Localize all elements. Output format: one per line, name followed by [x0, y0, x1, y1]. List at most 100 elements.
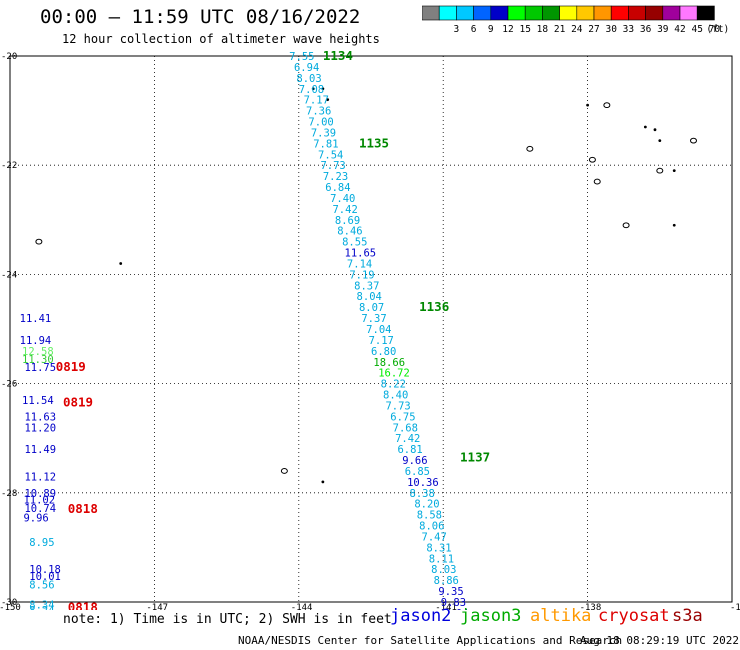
wave-height-value: 9.04 — [443, 608, 468, 610]
page-title: 00:00 – 11:59 UTC 08/16/2022 — [40, 6, 361, 28]
color-bin-label: 21 — [554, 24, 566, 35]
wave-height-value: 8.03 — [296, 73, 321, 85]
satellite-jason3: jason3 — [460, 606, 522, 626]
wave-height-value: 8.69 — [335, 215, 360, 227]
lon-tick-label: -144 — [291, 603, 313, 610]
wave-height-value: 8.58 — [417, 510, 442, 522]
pass-time-label: 0819 — [63, 395, 93, 410]
wave-height-value: 10.01 — [29, 571, 61, 583]
island-outline — [593, 178, 601, 185]
lat-tick-label: -30 — [1, 598, 17, 608]
color-bin-label: 42 — [674, 24, 685, 35]
wave-height-value: 11.02 — [23, 494, 55, 506]
color-bin-label: 30 — [605, 24, 617, 35]
island-outline — [588, 156, 596, 163]
color-bin-label: 45 — [691, 24, 702, 35]
island-dot — [321, 480, 325, 484]
wave-height-value: 7.73 — [385, 400, 410, 412]
wave-height-value: 7.54 — [318, 149, 343, 161]
wave-height-value: 11.75 — [24, 362, 56, 374]
wave-height-value: 8.07 — [359, 302, 384, 314]
wave-height-value: 8.86 — [434, 575, 459, 587]
pass-time-label: 0818 — [68, 599, 98, 610]
wave-height-value: 8.04 — [357, 291, 382, 303]
color-bin-label: 15 — [519, 24, 530, 35]
wave-height-value: 8.20 — [414, 499, 439, 511]
wave-height-value: 7.08 — [299, 84, 324, 96]
wave-height-value: 8.95 — [29, 537, 54, 549]
wave-height-value: 8.46 — [337, 226, 362, 238]
wave-height-value: 7.36 — [306, 106, 331, 118]
island-dot — [321, 87, 325, 91]
pass-time-label: 1135 — [359, 135, 389, 150]
wave-height-value: 9.66 — [402, 455, 427, 467]
wave-height-value: 18.66 — [373, 357, 405, 369]
island-outline — [280, 468, 288, 474]
wave-height-value: 7.17 — [304, 95, 329, 107]
wave-height-value: 8.34 — [29, 600, 54, 610]
wave-height-value: 7.39 — [311, 127, 336, 139]
wave-height-value: 8.22 — [381, 379, 406, 391]
wave-height-value: 7.04 — [366, 324, 391, 336]
wave-height-value: 11.94 — [20, 335, 52, 347]
satellite-altika: altika — [530, 606, 592, 626]
island-dot — [658, 139, 662, 143]
island-outline — [603, 102, 611, 109]
color-bin-label: 12 — [502, 24, 513, 35]
island-outline — [526, 145, 534, 152]
wave-height-value: 7.68 — [393, 422, 418, 434]
footer-timestamp: Aug 18 08:29:19 UTC 2022 — [580, 634, 739, 647]
wave-height-value: 6.94 — [294, 62, 319, 74]
wave-height-value: 8.11 — [429, 553, 454, 565]
wave-height-value: 10.89 — [24, 488, 56, 500]
island-dot — [653, 128, 657, 132]
pass-time-label: 0819 — [56, 359, 86, 374]
wave-height-value: 7.23 — [323, 171, 348, 183]
lon-tick-label: -141 — [435, 603, 457, 610]
wave-height-value: 10.36 — [407, 477, 439, 489]
wave-height-value: 6.81 — [397, 444, 422, 456]
pass-time-label: 1134 — [323, 48, 353, 63]
wave-height-value: 7.73 — [320, 160, 345, 172]
island-dot — [311, 87, 315, 91]
wave-height-value: 10.18 — [29, 564, 61, 576]
island-dot — [643, 125, 647, 129]
wave-height-value: 7.37 — [361, 313, 386, 325]
lat-tick-label: -20 — [1, 52, 17, 62]
map-frame — [9, 55, 733, 603]
wave-height-value: 8.56 — [29, 580, 54, 592]
wave-height-value: 7.42 — [395, 433, 420, 445]
wave-height-value: 11.65 — [345, 248, 377, 260]
color-scale-legend: 3 6 9 12 15 18 21 24 27 30 33 36 39 42 45 70(ft) — [422, 5, 729, 35]
wave-height-value: 11.49 — [24, 444, 56, 456]
color-bin-label: 36 — [640, 24, 652, 35]
color-bin-label: 39 — [657, 24, 669, 35]
wave-height-value: 7.17 — [369, 335, 394, 347]
island-dot — [119, 262, 123, 265]
wave-height-value: 6.84 — [325, 182, 350, 194]
lat-tick-label: -28 — [1, 489, 17, 499]
wave-height-value: 7.00 — [308, 117, 333, 129]
wave-height-map: -150 -147 -144 -141 -138 -135 -20 -22 -24 -26 -28 -… — [0, 48, 740, 610]
wave-height-value: 11.12 — [24, 471, 56, 483]
wave-height-value: 8.38 — [410, 488, 435, 500]
island-outline — [35, 238, 43, 245]
wave-height-value: 11.41 — [20, 313, 52, 325]
color-bin-label: 3 — [454, 24, 460, 35]
color-bin-label: 9 — [488, 24, 494, 35]
wave-height-value: 8.31 — [426, 542, 451, 554]
lat-tick-label: -26 — [1, 380, 17, 390]
lat-tick-label: -22 — [1, 161, 17, 171]
color-bin-label: 27 — [588, 24, 599, 35]
page-subtitle: 12 hour collection of altimeter wave hei… — [62, 32, 380, 46]
pass-time-label: 1137 — [460, 449, 490, 464]
satellite-cryosat: cryosat — [598, 606, 670, 626]
island-outline — [622, 222, 630, 229]
wave-height-value: 8.40 — [383, 390, 408, 402]
pass-time-label: 1136 — [419, 299, 449, 314]
footer-credit: NOAA/NESDIS Center for Satellite Applica… — [238, 634, 623, 647]
lat-tick-label: -24 — [1, 270, 17, 280]
color-bin-label: 33 — [623, 24, 634, 35]
lon-tick-label: -150 — [0, 603, 21, 610]
wave-height-value: 6.80 — [371, 346, 396, 358]
